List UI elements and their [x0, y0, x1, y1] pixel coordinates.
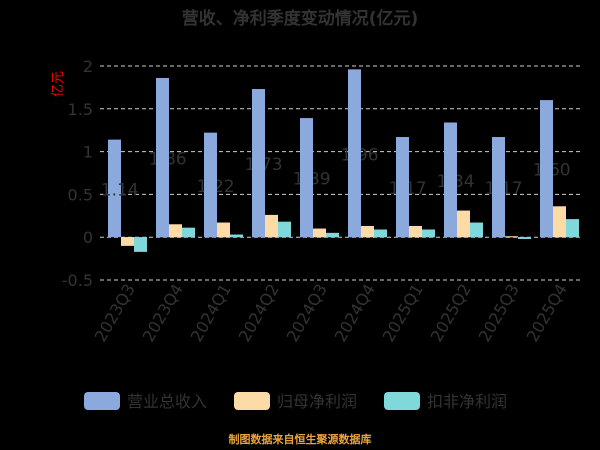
- data-label: 1.14: [101, 180, 139, 200]
- bar-overlay: [470, 222, 483, 238]
- x-tick-label: 2024Q2: [235, 281, 283, 345]
- legend-label: 营业总收入: [127, 392, 207, 411]
- bar-overlay: [121, 237, 134, 246]
- bar-overlay: [457, 210, 470, 238]
- x-axis-ticks: 2023Q3 2023Q4 2024Q1 2024Q2 2024Q3 2024Q4 2025…: [91, 281, 571, 345]
- x-tick-label: 2023Q3: [91, 281, 139, 345]
- bar-overlay: [518, 237, 531, 239]
- bar-overlay: [230, 234, 243, 238]
- legend-swatch: [234, 392, 270, 410]
- y-axis-unit-label: 亿元: [51, 71, 66, 97]
- y-tick-label: 0: [83, 228, 93, 247]
- bar-overlay: [265, 214, 278, 238]
- bar-overlay: [169, 224, 182, 238]
- x-tick-label: 2025Q1: [379, 281, 427, 345]
- legend: 营业总收入 归母净利润 扣非净利润: [84, 392, 507, 411]
- x-tick-label: 2024Q3: [283, 281, 331, 345]
- data-labels: 1.141.861.221.731.391.961.171.341.171.60: [101, 69, 579, 252]
- bar-overlay: [134, 237, 147, 252]
- bar-overlay: [422, 229, 435, 238]
- legend-label: 归母净利润: [277, 392, 357, 411]
- x-tick-label: 2023Q4: [139, 281, 187, 345]
- y-tick-label: 1.5: [68, 100, 93, 119]
- x-tick-label: 2025Q2: [427, 281, 475, 345]
- bar-overlay: [313, 228, 326, 238]
- x-tick-label: 2024Q4: [331, 281, 379, 345]
- source-note: 制图数据来自恒生聚源数据库: [229, 432, 372, 446]
- x-tick-label: 2025Q4: [523, 281, 571, 345]
- bar-overlay: [217, 222, 230, 238]
- bar-overlay: [204, 132, 217, 238]
- y-tick-label: -0.5: [62, 271, 93, 290]
- bar-overlay: [252, 89, 265, 238]
- y-tick-label: 2: [83, 57, 93, 76]
- bar-overlay: [361, 226, 374, 238]
- bar-overlay: [348, 69, 361, 238]
- bar-overlay: [409, 226, 422, 238]
- bar-overlay: [278, 221, 291, 238]
- bar-overlay: [566, 219, 579, 238]
- bar-overlay: [326, 232, 339, 238]
- bar-overlay: [444, 122, 457, 238]
- y-axis-ticks: 2 1.5 1 0.5 0 -0.5: [62, 57, 93, 290]
- legend-swatch: [84, 392, 120, 410]
- bar-revenue-2023Q3: [108, 139, 121, 238]
- bar-overlay: [182, 227, 195, 238]
- gridlines: [100, 65, 580, 281]
- bar-overlay: [156, 77, 169, 238]
- bar-overlay: [553, 206, 566, 238]
- y-tick-label: 0.5: [68, 185, 93, 204]
- bar-overlay: [396, 137, 409, 238]
- legend-swatch: [384, 392, 420, 410]
- bar-overlay: [374, 229, 387, 238]
- bar-overlay: [540, 100, 553, 238]
- x-tick-label: 2025Q3: [475, 281, 523, 345]
- legend-label: 扣非净利润: [427, 392, 507, 411]
- bar-overlay: [300, 118, 313, 238]
- bar-overlay: [505, 236, 518, 238]
- chart-title: 营收、净利季度变动情况(亿元): [182, 8, 419, 29]
- y-tick-label: 1: [83, 143, 93, 162]
- bar-overlay: [492, 137, 505, 238]
- x-tick-label: 2024Q1: [187, 281, 235, 345]
